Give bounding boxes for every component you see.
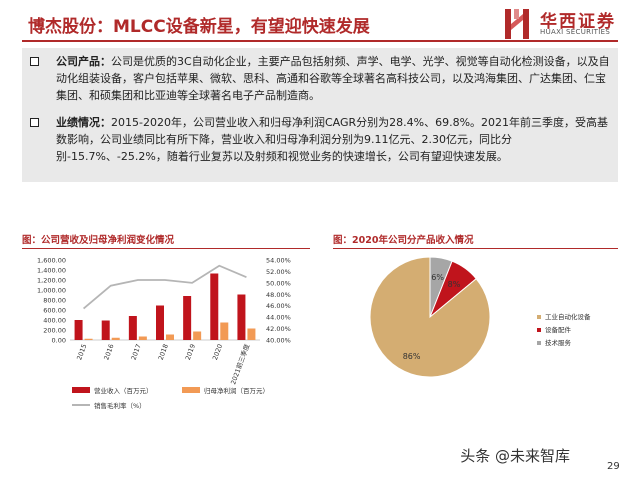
legend-marker-equipment-parts	[537, 328, 541, 332]
revenue-bar	[101, 320, 110, 340]
gross-margin-line	[82, 264, 247, 310]
y-left-tick-label: 0.00	[52, 337, 66, 345]
y-right-tick-label: 46.00%	[266, 302, 291, 310]
watermark: 头条 @未来智库	[460, 447, 570, 465]
pie-value-label: 6%	[431, 273, 444, 282]
y-left-tick-label: 600.00	[43, 307, 66, 315]
x-tick-label: 2017	[130, 343, 143, 361]
legend-label-gross-margin: 销售毛利率（%）	[94, 401, 146, 410]
revenue-bar	[183, 296, 192, 340]
square-bullet-icon	[30, 57, 39, 66]
y-right-tick-label: 44.00%	[266, 314, 291, 322]
revenue-bar	[237, 294, 246, 340]
x-tick-label: 2015	[75, 343, 88, 361]
y-right-tick-label: 54.00%	[266, 257, 291, 265]
legend-marker-technical-service	[537, 341, 541, 345]
legend-label-revenue: 营业收入（百万元）	[94, 386, 153, 395]
revenue-bar	[128, 316, 137, 340]
y-left-tick-label: 800.00	[43, 297, 66, 305]
bullet-text: 公司是优质的3C自动化企业，主要产品包括射频、声学、电学、光学、视觉等自动化检测…	[56, 55, 610, 102]
y-right-tick-label: 42.00%	[266, 325, 291, 333]
y-left-tick-label: 200.00	[43, 327, 66, 335]
revenue-bar	[74, 320, 83, 340]
y-left-tick-label: 1,400.00	[37, 267, 66, 275]
y-left-tick-label: 1,200.00	[37, 277, 66, 285]
left-chart-title: 图：公司营收及归母净利润变化情况	[22, 235, 175, 246]
y-left-tick-label: 400.00	[43, 317, 66, 325]
legend-swatch-revenue	[72, 387, 90, 393]
bullet-label: 业绩情况：	[56, 116, 111, 129]
net-profit-bar	[247, 328, 256, 340]
pie-value-label: 86%	[403, 352, 421, 361]
net-profit-bar	[84, 338, 93, 340]
summary-box: 公司产品：公司是优质的3C自动化企业，主要产品包括射频、声学、电学、光学、视觉等…	[22, 48, 618, 182]
legend-label-technical-service: 技术服务	[545, 338, 572, 347]
pie-value-label: 8%	[448, 280, 461, 289]
y-right-tick-label: 40.00%	[266, 337, 291, 345]
y-right-tick-label: 48.00%	[266, 291, 291, 299]
logo-name: 华西证券	[540, 12, 616, 32]
revenue-profit-chart: 1,600.00 1,400.00 1,200.00 1,000.00 800.00 60…	[37, 257, 291, 411]
logo-english-name: HUAXI SECURITIES	[540, 28, 611, 36]
net-profit-bar	[193, 331, 202, 340]
y-right-tick-label: 50.00%	[266, 279, 291, 287]
x-tick-label: 2020	[211, 343, 224, 361]
revenue-bar	[156, 305, 164, 340]
x-tick-label: 2016	[102, 343, 115, 361]
net-profit-bar	[138, 336, 147, 340]
legend-label-net-profit: 归母净利润（百万元）	[204, 386, 269, 395]
legend-label-equipment-parts: 设备配件	[545, 325, 572, 334]
y-left-tick-label: 1,600.00	[37, 257, 66, 265]
x-tick-label: 2018	[157, 343, 170, 361]
net-profit-bar	[220, 322, 229, 340]
x-tick-label: 2021前三季度	[228, 342, 251, 386]
page-title: 博杰股份：MLCC设备新星，有望迎快速发展	[28, 17, 370, 37]
net-profit-bar	[111, 337, 120, 340]
legend-marker-industrial-automation	[537, 315, 541, 319]
net-profit-bar	[166, 334, 174, 340]
page-number: 29	[607, 461, 620, 472]
title-divider	[22, 40, 618, 42]
logo-mark-icon	[505, 9, 529, 39]
legend-label-industrial-automation: 工业自动化设备	[545, 312, 591, 321]
legend-swatch-net-profit	[182, 387, 200, 393]
revenue-bar	[210, 273, 219, 340]
bullet-label: 公司产品：	[56, 55, 111, 68]
pie-slice-industrial-automation	[369, 256, 491, 378]
right-chart-rule	[333, 248, 618, 249]
y-right-tick-label: 52.00%	[266, 268, 291, 276]
x-tick-label: 2019	[184, 343, 197, 361]
left-chart-rule	[22, 248, 310, 249]
y-left-tick-label: 1,000.00	[37, 287, 66, 295]
huaxi-logo	[505, 9, 529, 39]
square-bullet-icon	[30, 118, 39, 127]
bullet-text: 2015-2020年，公司营业收入和归母净利润CAGR分别为28.4%、69.8…	[56, 116, 609, 163]
right-chart-title: 图：2020年公司分产品收入情况	[333, 235, 474, 246]
